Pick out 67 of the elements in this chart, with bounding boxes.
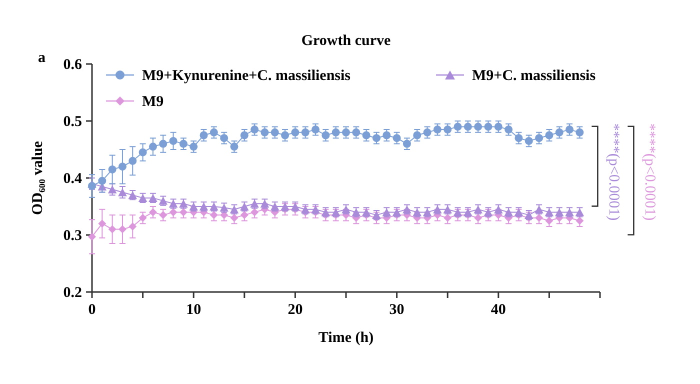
x-axis-title: Time (h) [318, 330, 374, 346]
point [118, 162, 126, 171]
point [190, 142, 198, 151]
point [98, 176, 106, 185]
point [88, 232, 96, 241]
point [210, 211, 218, 220]
point [108, 185, 117, 194]
point [220, 211, 228, 220]
y-tick-label: 0.2 [63, 285, 82, 301]
point [342, 128, 350, 136]
point [352, 128, 360, 136]
point [128, 156, 137, 165]
y-tick-label: 0.6 [63, 57, 82, 73]
point [555, 128, 564, 136]
point [118, 225, 126, 234]
point [301, 128, 310, 136]
x-tick-label: 20 [288, 302, 303, 318]
x-tick-label: 0 [88, 302, 96, 318]
point [159, 211, 168, 220]
legend-label: M9 [142, 94, 164, 110]
point [423, 128, 432, 136]
point [159, 140, 168, 148]
point [169, 136, 178, 145]
point [474, 214, 482, 222]
point [514, 134, 523, 142]
point [148, 142, 157, 151]
point [524, 136, 533, 145]
point [504, 126, 513, 134]
point [444, 214, 452, 222]
point [108, 225, 116, 234]
point [332, 128, 340, 136]
point [260, 128, 269, 136]
point [566, 126, 574, 134]
point [576, 128, 584, 136]
point [230, 142, 238, 151]
chart-title: Growth curve [301, 33, 391, 49]
point [128, 222, 137, 230]
legend-label: M9+C. massiliensis [472, 68, 596, 84]
point [98, 220, 106, 228]
y-tick-label: 0.5 [63, 114, 82, 130]
point [372, 134, 380, 142]
point [138, 214, 147, 222]
point [270, 128, 279, 136]
point [250, 126, 259, 134]
point [138, 148, 147, 156]
point [433, 126, 442, 134]
text: ****(p<0.0001) [606, 123, 622, 221]
point [210, 128, 218, 136]
point [291, 128, 300, 136]
x-tick-label: 10 [186, 302, 202, 318]
point [312, 126, 320, 134]
text: a [38, 50, 46, 66]
point [392, 134, 401, 142]
point [220, 134, 228, 142]
point [535, 134, 544, 142]
point [535, 214, 544, 222]
legend-label: M9+Kynurenine+C. massiliensis [142, 68, 351, 84]
point [108, 165, 116, 174]
point [444, 126, 452, 134]
point [240, 211, 248, 220]
y-axis-title: OD₆₀₀ value [30, 140, 46, 215]
text: ****(p<0.0001) [642, 123, 658, 221]
y-tick-label: 0.4 [63, 171, 82, 187]
point [230, 214, 238, 222]
x-tick-label: 30 [389, 302, 404, 318]
x-tick-label: 40 [490, 302, 506, 318]
y-tick-label: 0.3 [63, 228, 82, 244]
